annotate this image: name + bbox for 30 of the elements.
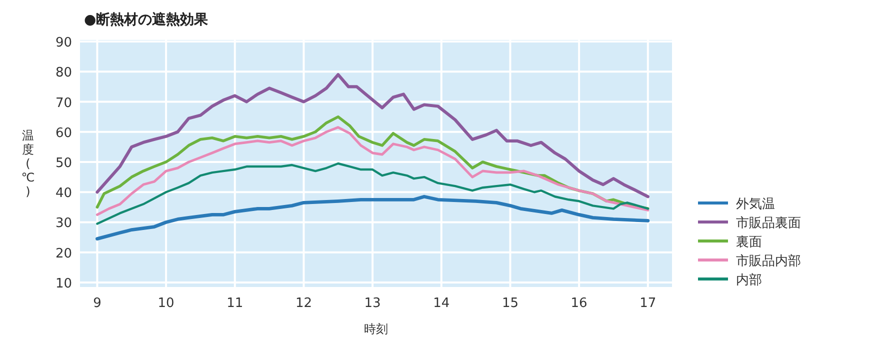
legend-label: 裏面 bbox=[736, 235, 762, 250]
y-tick-label: 30 bbox=[55, 216, 72, 232]
y-tick-label: 50 bbox=[55, 156, 72, 171]
y-axis-title: 温度(℃) bbox=[21, 128, 35, 198]
x-tick-label: 9 bbox=[93, 296, 102, 311]
x-tick-label: 12 bbox=[295, 296, 312, 311]
x-tick-label: 10 bbox=[158, 296, 174, 311]
line-series bbox=[96, 126, 650, 216]
y-tick-label: 60 bbox=[55, 126, 72, 141]
chart-title: ●断熱材の遮熱効果 bbox=[84, 11, 210, 28]
y-tick-label: 20 bbox=[55, 246, 72, 262]
x-tick-label: 15 bbox=[502, 296, 519, 311]
x-tick-label: 14 bbox=[433, 296, 450, 311]
x-tick-label: 11 bbox=[226, 296, 244, 311]
y-tick-label: 70 bbox=[55, 96, 72, 111]
y-tick-label: 40 bbox=[55, 186, 72, 202]
y-tick-label: 90 bbox=[55, 36, 72, 51]
legend-label: 市販品内部 bbox=[736, 254, 801, 269]
legend-label: 市販品裏面 bbox=[736, 216, 801, 231]
x-tick-label: 16 bbox=[570, 296, 588, 311]
x-tick-label: 13 bbox=[364, 296, 381, 311]
legend-label: 外気温 bbox=[736, 197, 775, 212]
x-tick-label: 17 bbox=[640, 296, 656, 311]
y-tick-label: 80 bbox=[55, 66, 72, 81]
y-tick-label: 10 bbox=[55, 276, 72, 292]
line-series bbox=[96, 162, 650, 225]
line-series bbox=[96, 73, 650, 198]
legend-label: 内部 bbox=[736, 273, 762, 288]
line-series bbox=[96, 194, 650, 240]
x-axis-title: 時刻 bbox=[364, 322, 388, 336]
